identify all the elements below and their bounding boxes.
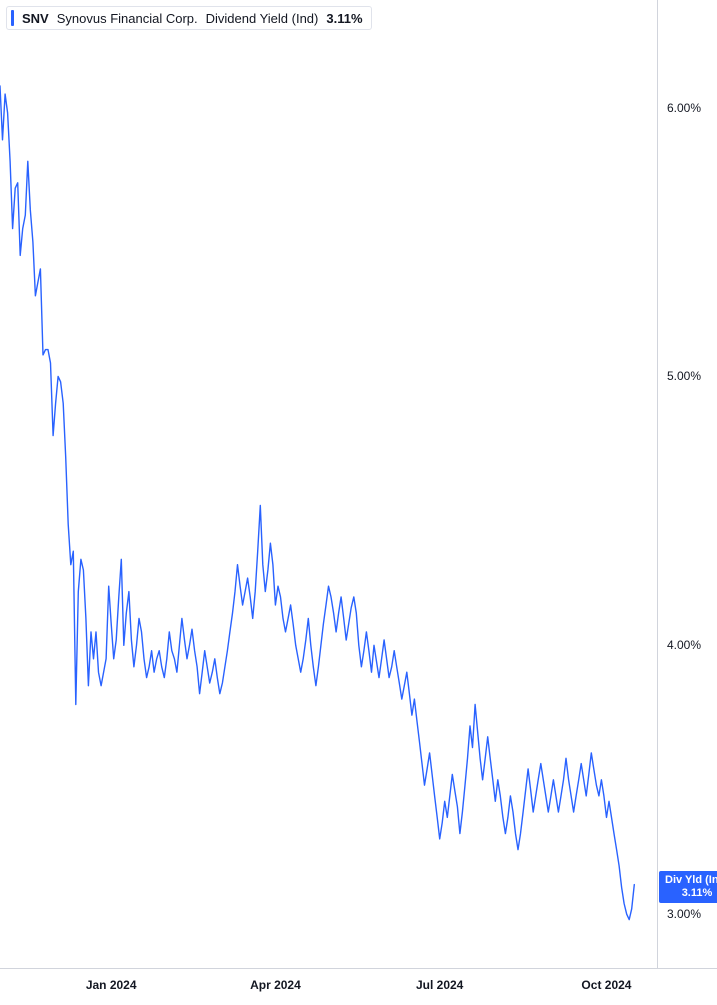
legend-ticker: SNV [22,11,49,26]
x-axis-labels: Jan 2024 Apr 2024 Jul 2024 Oct 2024 [0,978,717,1005]
chart-legend[interactable]: SNV Synovus Financial Corp. Dividend Yie… [6,6,372,30]
legend-color-swatch [11,10,14,26]
legend-company-name: Synovus Financial Corp. [57,11,198,26]
price-tag-label: Div Yld (Ind) [665,874,717,887]
legend-metric: Dividend Yield (Ind) [206,11,319,26]
chart-container[interactable]: SNV Synovus Financial Corp. Dividend Yie… [0,0,717,1005]
x-tick-label: Jul 2024 [416,978,463,992]
price-tag: Div Yld (Ind) 3.11% [659,871,717,903]
y-tick-label: 4.00% [667,638,701,652]
price-tag-value: 3.11% [665,887,717,900]
x-tick-label: Jan 2024 [86,978,137,992]
y-tick-label: 5.00% [667,369,701,383]
y-tick-label: 6.00% [667,101,701,115]
x-tick-label: Apr 2024 [250,978,301,992]
x-tick-label: Oct 2024 [581,978,631,992]
legend-value: 3.11% [326,11,362,26]
y-tick-label: 3.00% [667,907,701,921]
y-axis-labels: 6.00% 5.00% 4.00% 3.00% [667,0,717,1005]
chart-plot[interactable] [0,0,717,1005]
